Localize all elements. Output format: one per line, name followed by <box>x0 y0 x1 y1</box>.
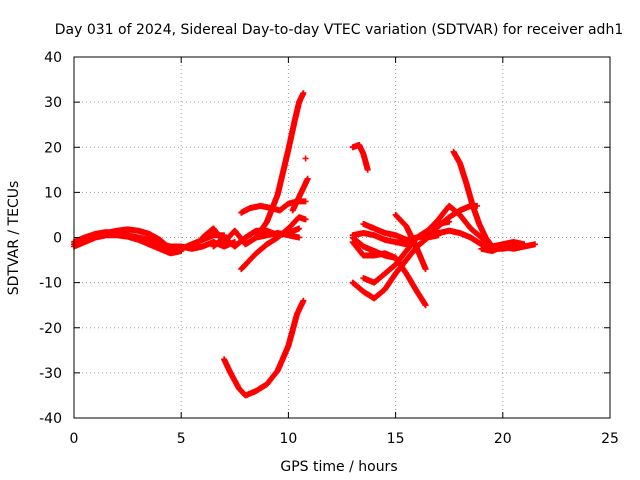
chart-title: Day 031 of 2024, Sidereal Day-to-day VTE… <box>55 22 623 38</box>
data-track <box>302 155 309 162</box>
x-tick-label: 20 <box>494 431 512 447</box>
data-points <box>71 90 538 399</box>
plus-markers <box>392 211 429 273</box>
data-track <box>289 175 311 214</box>
data-track <box>450 148 502 252</box>
plus-markers <box>253 90 307 241</box>
data-track <box>414 202 481 250</box>
plus-markers <box>349 142 371 173</box>
plus-markers <box>414 202 481 250</box>
y-tick-label: -20 <box>39 321 62 337</box>
x-tick-label: 0 <box>70 431 79 447</box>
data-track <box>349 142 371 173</box>
y-tick-label: -10 <box>39 276 62 292</box>
plus-markers <box>478 243 528 254</box>
y-tick-label: -30 <box>39 366 62 382</box>
y-tick-label: 30 <box>44 95 62 111</box>
x-tick-label: 15 <box>387 431 405 447</box>
data-track <box>478 243 528 254</box>
grid-lines <box>74 57 610 418</box>
plus-markers <box>302 155 309 162</box>
x-axis-label: GPS time / hours <box>280 459 397 475</box>
plus-markers <box>221 297 307 399</box>
data-track <box>392 211 429 273</box>
y-tick-label: 40 <box>44 50 62 66</box>
data-track <box>253 90 307 241</box>
plus-markers <box>289 175 311 214</box>
plus-markers <box>450 148 502 252</box>
y-tick-label: -40 <box>39 411 62 427</box>
y-tick-label: 0 <box>53 231 62 247</box>
plus-markers <box>238 214 309 273</box>
axis-ticks: 0 5 10 15 20 25 40 30 20 10 0 -10 -20 -30 -40 <box>39 50 619 447</box>
y-axis-label: SDTVAR / TECUs <box>6 181 22 296</box>
y-tick-label: 10 <box>44 185 62 201</box>
data-track <box>221 297 307 399</box>
x-tick-label: 25 <box>601 431 619 447</box>
x-tick-label: 10 <box>279 431 297 447</box>
data-track <box>238 214 309 273</box>
x-tick-label: 5 <box>177 431 186 447</box>
y-tick-label: 20 <box>44 140 62 156</box>
